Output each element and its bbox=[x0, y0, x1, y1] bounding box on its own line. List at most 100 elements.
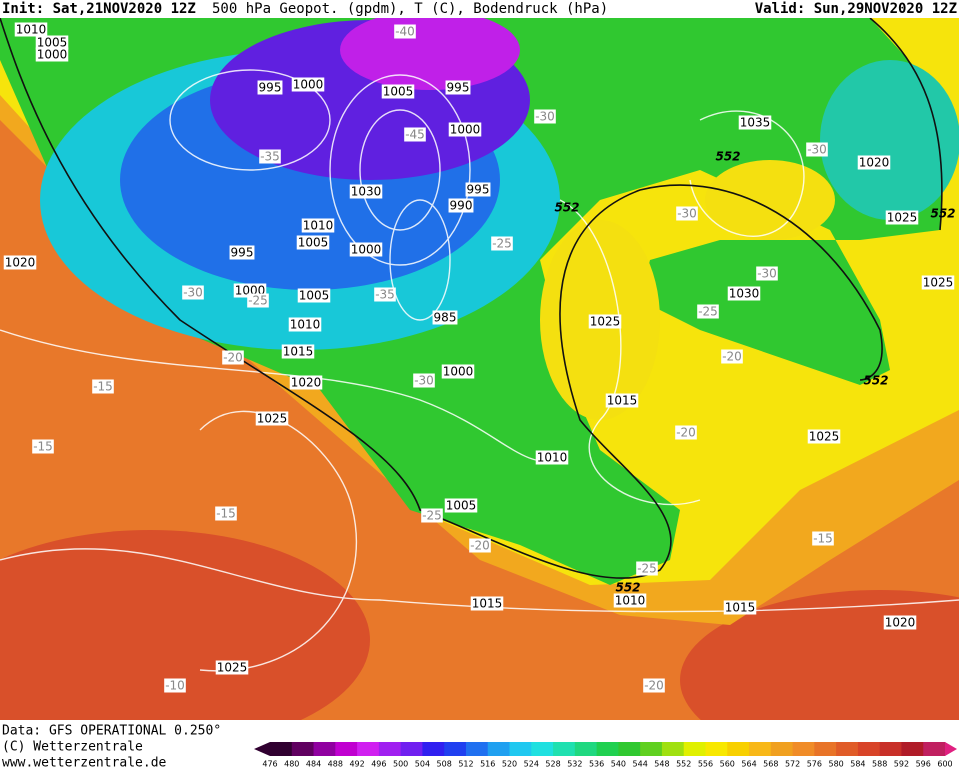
isobar-label-box bbox=[738, 115, 772, 130]
colorbar-label: 564 bbox=[741, 760, 756, 769]
colorbar-swatch bbox=[313, 742, 336, 756]
colorbar-swatch bbox=[705, 742, 728, 756]
isobar-label-box bbox=[229, 245, 255, 260]
colorbar-swatch bbox=[531, 742, 554, 756]
isobar-label: 995 bbox=[259, 81, 282, 95]
height-label: 552 bbox=[863, 374, 888, 388]
isobar-label-box bbox=[35, 47, 69, 62]
temperature-label: -30 bbox=[807, 143, 827, 157]
valid-text: Valid: Sun,29NOV2020 12Z bbox=[755, 1, 957, 17]
colorbar-arrow bbox=[254, 742, 270, 756]
colorbar-label: 548 bbox=[654, 760, 669, 769]
isobar-label: 1020 bbox=[885, 616, 916, 630]
colorbar-swatch bbox=[422, 742, 445, 756]
temperature-label-box bbox=[247, 293, 269, 308]
colorbar-swatch bbox=[923, 742, 946, 756]
colorbar-swatch bbox=[814, 742, 837, 756]
line-552 bbox=[869, 17, 943, 231]
temperature-label: -20 bbox=[722, 350, 742, 364]
isobar-label-box bbox=[14, 22, 48, 37]
isobar-label: 1000 bbox=[293, 78, 324, 92]
colorbar-swatch bbox=[465, 742, 489, 756]
temperature-label: -35 bbox=[375, 288, 395, 302]
colorbar-arrow bbox=[945, 742, 957, 756]
temperature-label: -20 bbox=[676, 426, 696, 440]
colorbar-label: 532 bbox=[567, 760, 582, 769]
colorbar-swatch bbox=[509, 742, 532, 756]
temperature-label-box bbox=[404, 127, 426, 142]
isobar-label: 1005 bbox=[298, 236, 329, 250]
colorbar-swatch bbox=[640, 742, 663, 756]
temperature-label: -30 bbox=[535, 110, 555, 124]
temperature-label-box bbox=[374, 287, 396, 302]
isobar-label-box bbox=[281, 344, 315, 359]
temperature-label: -15 bbox=[93, 380, 113, 394]
colorbar-label: 480 bbox=[284, 760, 299, 769]
temperature-label-box bbox=[675, 425, 697, 440]
isobar-label: 1030 bbox=[351, 185, 382, 199]
colorbar-swatch bbox=[727, 742, 750, 756]
field-yellow bbox=[705, 160, 835, 240]
isobar-label: 1020 bbox=[859, 156, 890, 170]
isobar-label-box bbox=[349, 184, 383, 199]
isobar-label-box bbox=[3, 255, 37, 270]
colorbar-label: 560 bbox=[720, 760, 735, 769]
isobar-label: 1015 bbox=[472, 597, 503, 611]
isobar-label-box bbox=[605, 393, 639, 408]
isobar-label: 1025 bbox=[217, 661, 248, 675]
colorbar-swatch bbox=[770, 742, 794, 756]
colorbar-swatch bbox=[335, 742, 358, 756]
colorbar-label: 512 bbox=[458, 760, 473, 769]
colorbar-swatch bbox=[857, 742, 881, 756]
temperature-label: -25 bbox=[422, 509, 442, 523]
isobar-label: 1005 bbox=[446, 499, 477, 513]
colorbar-label: 552 bbox=[676, 760, 691, 769]
height-label: 552 bbox=[615, 581, 640, 595]
colorbar-swatch bbox=[291, 742, 315, 756]
temperature-label-box bbox=[697, 304, 719, 319]
isobar-label-box bbox=[470, 596, 504, 611]
colorbar-label: 508 bbox=[437, 760, 452, 769]
temperature-label-box bbox=[92, 379, 114, 394]
colorbar-swatch bbox=[661, 742, 685, 756]
colorbar-label: 520 bbox=[502, 760, 517, 769]
temperature-label: -15 bbox=[33, 440, 53, 454]
temperature-label-box bbox=[806, 142, 828, 157]
colorbar-label: 592 bbox=[894, 760, 909, 769]
colorbar-label: 588 bbox=[872, 760, 887, 769]
isobar-label-box bbox=[297, 288, 331, 303]
map-area bbox=[0, 10, 959, 770]
field-teal bbox=[820, 60, 959, 220]
isobar-label-box bbox=[857, 155, 891, 170]
temperature-label: -15 bbox=[216, 507, 236, 521]
colorbar-swatch bbox=[792, 742, 815, 756]
temperature-label-box bbox=[643, 678, 665, 693]
height-label: 552 bbox=[930, 207, 955, 221]
isobar-label: 990 bbox=[450, 199, 473, 213]
isobar-label: 1020 bbox=[5, 256, 36, 270]
colorbar-swatch bbox=[901, 742, 924, 756]
isobar-label-box bbox=[883, 615, 917, 630]
isobar-label-box bbox=[288, 317, 322, 332]
isobar-label: 1010 bbox=[290, 318, 321, 332]
isobar-label: 1000 bbox=[443, 365, 474, 379]
temperature-label-box bbox=[721, 349, 743, 364]
colorbar-label: 540 bbox=[611, 760, 626, 769]
isobar-label: 1025 bbox=[257, 412, 288, 426]
isobar-label-box bbox=[381, 84, 415, 99]
isobar-label: 1010 bbox=[16, 23, 47, 37]
isobar-label-box bbox=[432, 310, 458, 325]
title: 500 hPa Geopot. (gpdm), T (C), Bodendruc… bbox=[212, 1, 608, 17]
colorbar-label: 556 bbox=[698, 760, 713, 769]
colorbar-swatch bbox=[444, 742, 467, 756]
isobar-label: 1005 bbox=[299, 289, 330, 303]
isobar-label: 1010 bbox=[615, 594, 646, 608]
isobar-label: 1025 bbox=[590, 315, 621, 329]
temperature-label: -25 bbox=[492, 237, 512, 251]
colorbar-label: 484 bbox=[306, 760, 321, 769]
temperature-label-box bbox=[413, 373, 435, 388]
temperature-label-box bbox=[421, 508, 443, 523]
temperature-label: -20 bbox=[223, 351, 243, 365]
